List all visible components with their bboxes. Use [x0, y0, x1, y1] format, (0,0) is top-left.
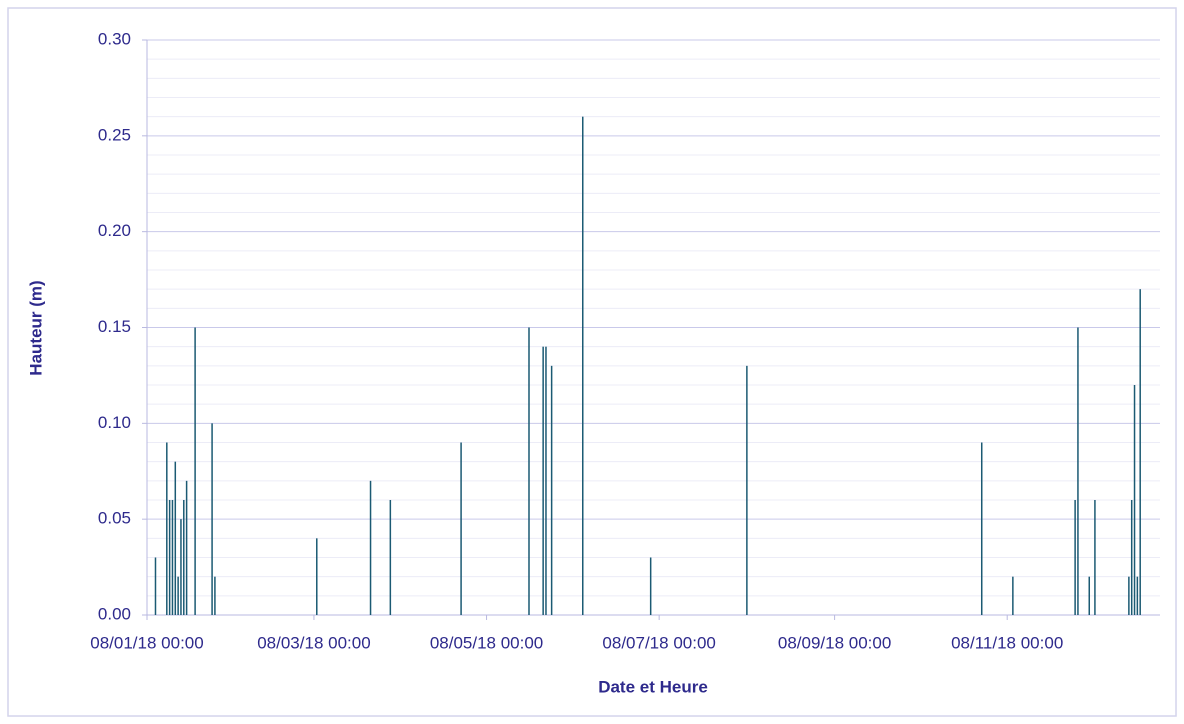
bar	[1139, 289, 1141, 615]
bar	[369, 480, 372, 615]
bar	[177, 576, 179, 615]
bar	[1088, 576, 1091, 615]
bar	[1094, 500, 1096, 615]
bar	[174, 461, 177, 615]
x-tick-label: 08/01/18 00:00	[90, 633, 203, 652]
bar	[1130, 500, 1133, 615]
bar	[180, 519, 182, 615]
y-axis-title: Hauteur (m)	[26, 280, 45, 375]
y-tick-label: 0.10	[98, 413, 131, 432]
x-tick-label: 08/11/18 00:00	[951, 633, 1063, 652]
y-tick-label: 0.05	[98, 509, 131, 528]
bar	[460, 442, 462, 615]
y-tick-label: 0.00	[98, 604, 131, 623]
x-tick-label: 08/03/18 00:00	[257, 633, 370, 652]
bar	[211, 423, 213, 615]
bar	[1012, 576, 1014, 615]
bar	[542, 346, 544, 615]
bar	[649, 557, 652, 615]
bar	[154, 557, 157, 615]
bar	[166, 442, 168, 615]
y-tick-label: 0.15	[98, 317, 131, 336]
bar	[1077, 327, 1079, 615]
y-tick-label: 0.25	[98, 125, 131, 144]
bar	[980, 442, 983, 615]
x-tick-label: 08/05/18 00:00	[430, 633, 543, 652]
x-tick-label: 08/09/18 00:00	[778, 633, 891, 652]
x-tick-label: 08/07/18 00:00	[602, 633, 715, 652]
x-axis-title: Date et Heure	[598, 677, 708, 696]
bar	[185, 480, 188, 615]
bar	[389, 500, 392, 615]
bar	[214, 576, 216, 615]
bar	[746, 365, 748, 615]
bar	[168, 500, 171, 615]
y-tick-label: 0.30	[98, 29, 131, 48]
bar	[171, 500, 174, 615]
bar	[194, 327, 196, 615]
bar	[316, 538, 318, 615]
y-tick-label: 0.20	[98, 221, 131, 240]
bar	[545, 346, 547, 615]
bar	[528, 327, 530, 615]
bar	[1136, 576, 1139, 615]
bar	[550, 365, 553, 615]
bar	[1128, 576, 1130, 615]
bar	[1074, 500, 1076, 615]
bar	[582, 116, 584, 616]
bar	[1133, 385, 1136, 615]
bar	[183, 500, 185, 615]
